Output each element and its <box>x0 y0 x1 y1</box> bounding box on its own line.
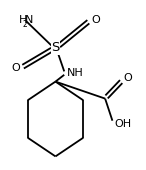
Text: H: H <box>19 15 27 25</box>
Text: 2: 2 <box>22 20 27 29</box>
Text: O: O <box>11 63 20 73</box>
Text: S: S <box>51 41 60 54</box>
Text: NH: NH <box>67 68 84 78</box>
Text: O: O <box>91 15 100 25</box>
Text: O: O <box>123 73 132 83</box>
Text: N: N <box>25 15 33 25</box>
Text: OH: OH <box>115 119 132 129</box>
